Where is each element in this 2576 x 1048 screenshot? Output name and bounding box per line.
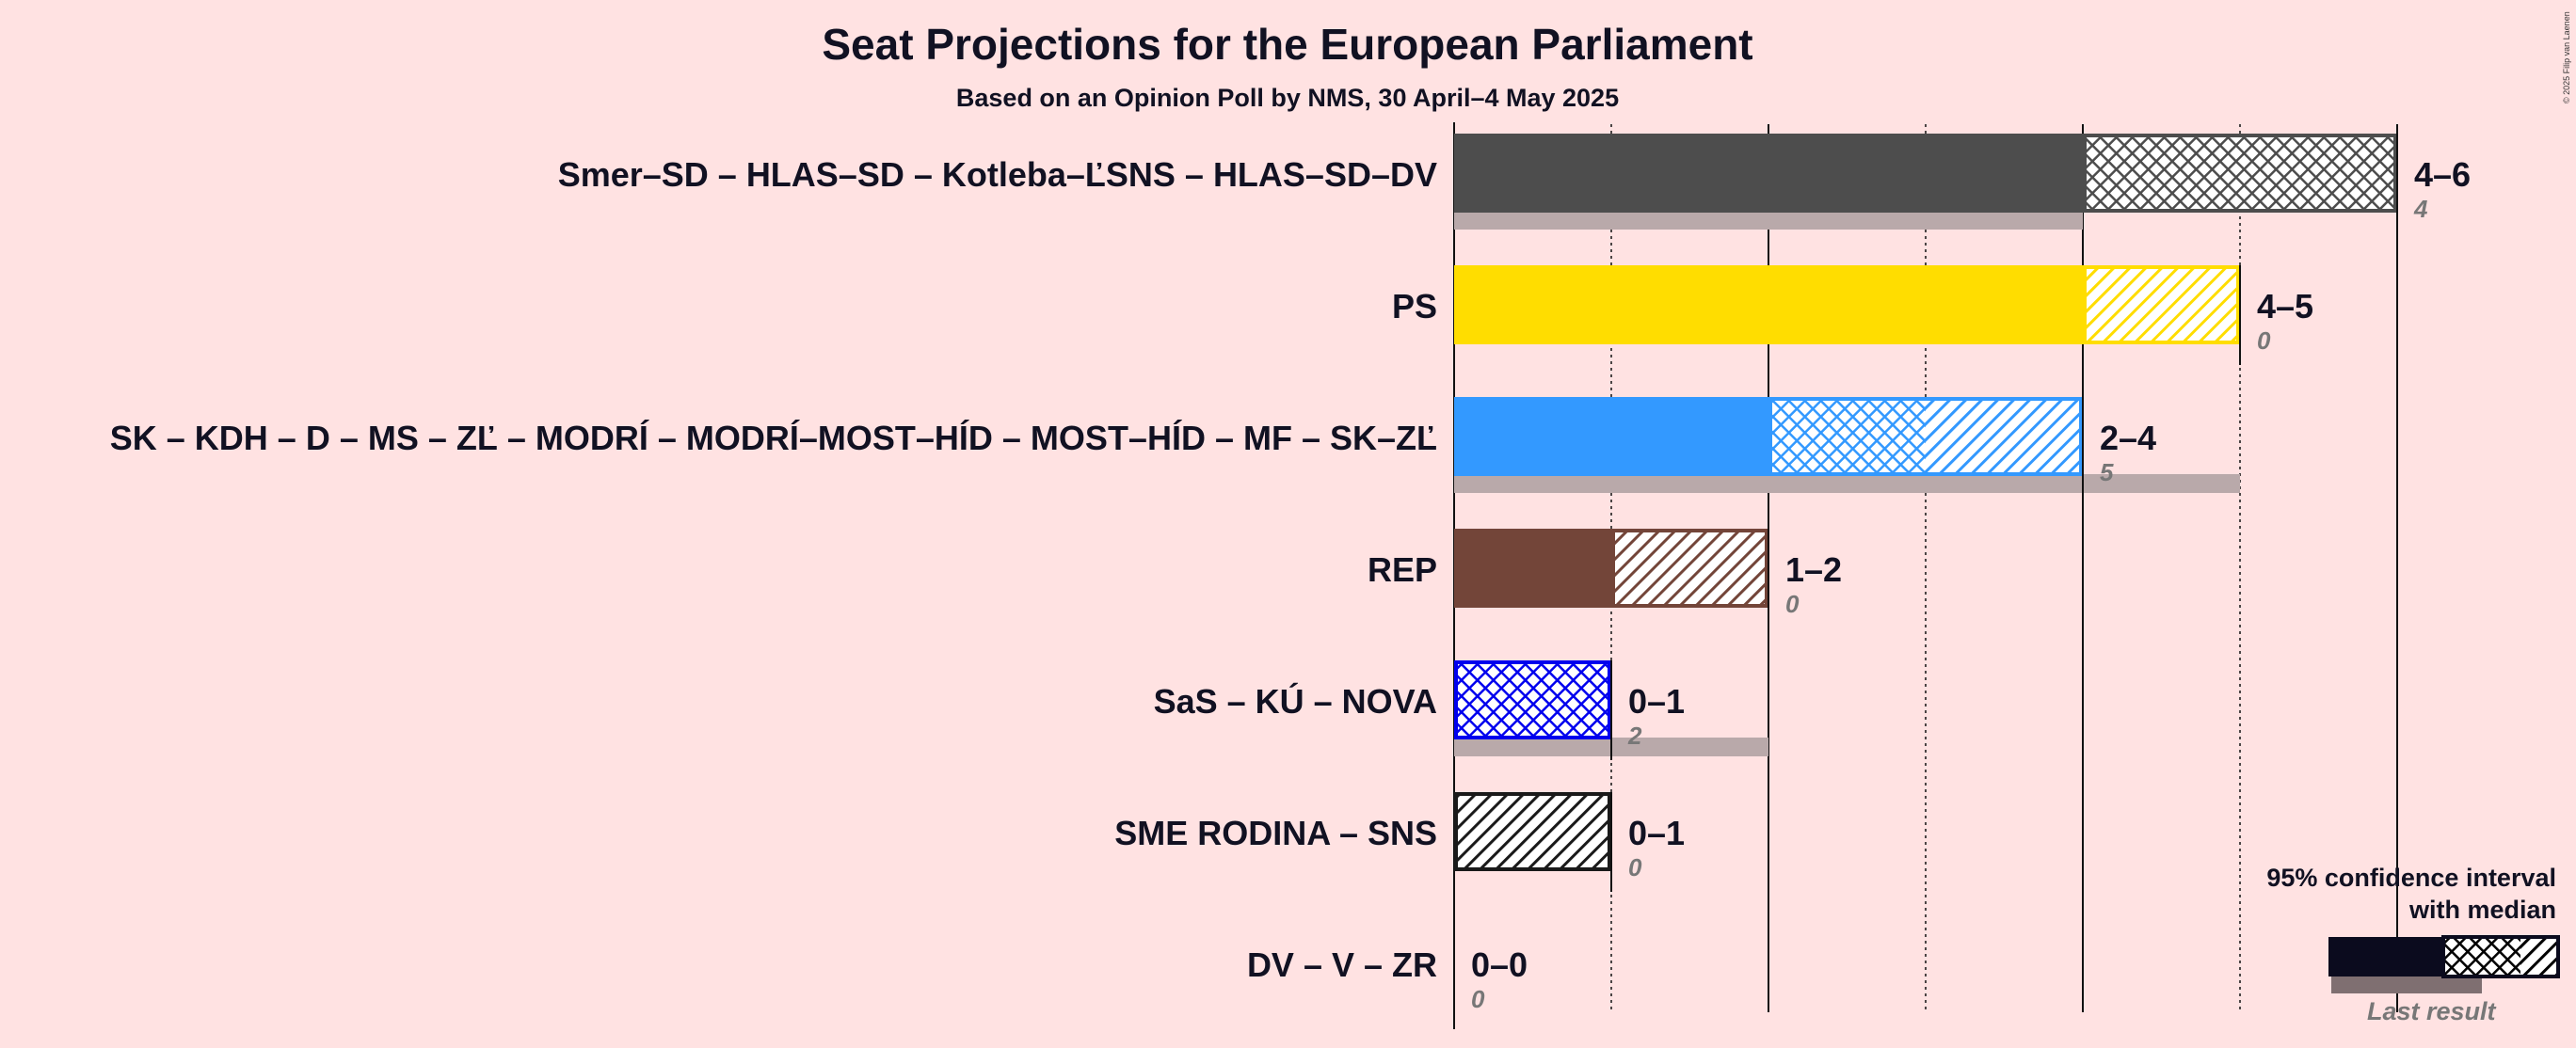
solid-bar bbox=[1454, 397, 1768, 476]
legend-diagonal-swatch bbox=[2520, 937, 2558, 977]
party-row: PS 4–50 bbox=[1392, 265, 2313, 365]
last-result-label: 0 bbox=[1628, 853, 1642, 881]
range-label: 4–5 bbox=[2257, 287, 2313, 326]
interval-outline bbox=[1454, 660, 1611, 739]
diagonal-bar bbox=[2083, 265, 2240, 344]
legend-last-result-label: Last result bbox=[2367, 997, 2497, 1025]
interval-outline bbox=[1454, 792, 1611, 871]
interval-outline bbox=[2083, 134, 2397, 213]
last-result-label: 4 bbox=[2413, 195, 2428, 223]
legend-title-line2: with median bbox=[2408, 896, 2556, 924]
range-label: 0–1 bbox=[1628, 682, 1685, 721]
party-label: DV – V – ZR bbox=[1247, 945, 1437, 984]
chart-subtitle: Based on an Opinion Poll by NMS, 30 Apri… bbox=[956, 84, 1619, 112]
interval-outline bbox=[2083, 265, 2240, 344]
range-label: 2–4 bbox=[2100, 419, 2156, 457]
party-label: SK – KDH – D – MS – ZĽ – MODRÍ – MODRÍ–M… bbox=[110, 419, 1437, 457]
party-row: SK – KDH – D – MS – ZĽ – MODRÍ – MODRÍ–M… bbox=[110, 397, 2240, 497]
range-label: 4–6 bbox=[2414, 155, 2471, 194]
last-result-label: 0 bbox=[1471, 985, 1485, 1013]
party-label: SME RODINA – SNS bbox=[1114, 814, 1437, 852]
solid-bar bbox=[1454, 134, 2083, 213]
party-rows: Smer–SD – HLAS–SD – Kotleba–ĽSNS – HLAS–… bbox=[110, 134, 2471, 1024]
last-result-bar bbox=[1454, 474, 2240, 493]
last-result-label: 0 bbox=[1785, 590, 1800, 618]
crosshatch-bar bbox=[2083, 134, 2397, 213]
copyright-text: © 2025 Filip van Laenen bbox=[2562, 11, 2571, 103]
crosshatch-bar bbox=[1768, 397, 1926, 476]
range-label: 0–1 bbox=[1628, 814, 1685, 852]
solid-bar bbox=[1454, 529, 1611, 608]
party-label: SaS – KÚ – NOVA bbox=[1154, 681, 1437, 721]
party-row: SME RODINA – SNS 0–10 bbox=[1114, 792, 1685, 892]
range-label: 0–0 bbox=[1471, 945, 1528, 984]
solid-bar bbox=[1454, 265, 2083, 344]
legend-crosshatch-swatch bbox=[2443, 937, 2520, 977]
legend: 95% confidence interval with median Last… bbox=[2266, 864, 2560, 1025]
party-row: DV – V – ZR 0–00 bbox=[1247, 924, 1528, 1024]
party-label: REP bbox=[1368, 550, 1437, 589]
party-row: REP 1–20 bbox=[1368, 529, 1842, 628]
last-result-label: 0 bbox=[2257, 326, 2271, 355]
range-label: 1–2 bbox=[1785, 550, 1842, 589]
legend-last-result-bar bbox=[2331, 975, 2482, 993]
last-result-label: 5 bbox=[2100, 458, 2114, 486]
legend-outline bbox=[2441, 935, 2560, 978]
party-label: Smer–SD – HLAS–SD – Kotleba–ĽSNS – HLAS–… bbox=[558, 155, 1437, 194]
diagonal-bar bbox=[1454, 792, 1611, 871]
chart-title: Seat Projections for the European Parlia… bbox=[822, 20, 1752, 69]
diagonal-bar bbox=[1926, 397, 2083, 476]
interval-outline bbox=[1611, 529, 1768, 608]
legend-title-line1: 95% confidence interval bbox=[2266, 864, 2556, 892]
party-row: SaS – KÚ – NOVA 0–12 bbox=[1154, 660, 1768, 760]
party-row: Smer–SD – HLAS–SD – Kotleba–ĽSNS – HLAS–… bbox=[558, 134, 2471, 233]
crosshatch-bar bbox=[1454, 660, 1611, 739]
party-label: PS bbox=[1392, 287, 1437, 326]
last-result-bar bbox=[1454, 211, 2083, 230]
diagonal-bar bbox=[1611, 529, 1768, 608]
legend-solid-swatch bbox=[2328, 937, 2443, 977]
interval-outline bbox=[1768, 397, 2083, 476]
last-result-label: 2 bbox=[1627, 722, 1642, 750]
